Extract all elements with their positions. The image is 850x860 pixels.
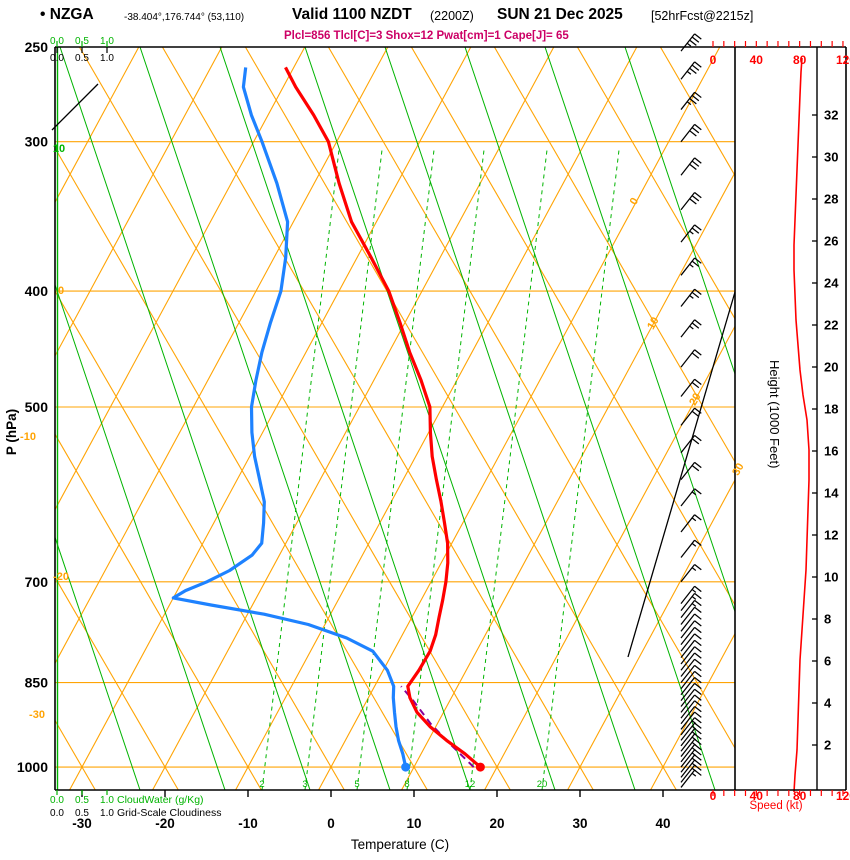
valid-time: Valid 1100 NZDT [292,6,412,23]
svg-text:6: 6 [824,654,831,669]
svg-text:0.5: 0.5 [75,808,89,819]
svg-text:12: 12 [465,779,476,790]
svg-text:30: 30 [824,150,838,165]
in-plot-grid-labels: 10 0 -10 -20 -30 0 10 20 30 2 3 5 8 12 20 [20,143,747,790]
svg-text:-20: -20 [155,816,175,831]
svg-text:2: 2 [824,738,831,753]
station-coords: -38.404°,176.744° (53,110) [124,12,245,23]
svg-text:2: 2 [259,779,264,790]
speed-profile-line [627,291,736,658]
svg-text:250: 250 [25,39,49,55]
svg-text:80: 80 [793,789,807,803]
svg-text:0: 0 [628,196,641,207]
svg-text:0.0: 0.0 [50,53,64,64]
forecast-info: [52hrFcst@2215z] [651,9,754,23]
temperature-curve [284,66,482,769]
svg-text:0.0: 0.0 [50,36,64,47]
cloudwater-axis-label: CloudWater (g/Kg) [117,794,204,806]
svg-text:0: 0 [710,53,717,67]
svg-text:30: 30 [572,816,587,831]
svg-text:20: 20 [489,816,504,831]
svg-text:26: 26 [824,234,838,249]
station-name: NZGA [49,6,94,23]
svg-text:700: 700 [25,574,49,590]
svg-text:4: 4 [824,696,832,711]
wind-barb-column [680,33,702,788]
svg-text:0: 0 [327,816,335,831]
svg-text:-10: -10 [20,431,36,443]
speed-axis-label: Speed (kt) [749,800,802,812]
sounding-curves [171,66,485,772]
svg-text:18: 18 [824,402,838,417]
svg-text:-30: -30 [72,816,92,831]
svg-text:20: 20 [537,779,548,790]
svg-text:0: 0 [58,285,64,297]
svg-text:0.5: 0.5 [75,795,89,806]
svg-text:20: 20 [824,360,838,375]
svg-text:80: 80 [793,53,807,67]
svg-text:1.0: 1.0 [100,795,114,806]
svg-text:28: 28 [824,192,838,207]
svg-text:3: 3 [302,779,307,790]
svg-text:40: 40 [750,53,764,67]
profile-extras [51,83,736,658]
svg-text:-20: -20 [53,571,69,583]
pressure-axis-label: P (hPa) [4,409,19,455]
svg-text:0.5: 0.5 [75,53,89,64]
valid-utc: (2200Z) [430,9,474,23]
svg-text:1.0: 1.0 [100,808,114,819]
dewpoint-curve [171,67,408,768]
svg-text:1.0: 1.0 [100,36,114,47]
svg-text:10: 10 [645,315,662,332]
svg-text:300: 300 [25,134,49,150]
svg-text:16: 16 [824,444,838,459]
svg-text:8: 8 [824,612,831,627]
svg-text:400: 400 [25,283,49,299]
surface-dewpoint-dot [401,762,411,772]
station-title: • NZGA [40,6,94,24]
svg-text:22: 22 [824,318,838,333]
station-bullet-icon: • [40,6,46,23]
svg-text:120: 120 [836,53,850,67]
svg-text:0.0: 0.0 [50,808,64,819]
svg-text:850: 850 [25,675,49,691]
svg-text:12: 12 [824,528,838,543]
background-grid [55,47,735,790]
cloudiness-profile-line [51,83,99,131]
svg-text:-30: -30 [29,709,45,721]
svg-text:32: 32 [824,108,838,123]
svg-text:24: 24 [824,276,839,291]
svg-text:1000: 1000 [17,759,48,775]
svg-text:0.5: 0.5 [75,36,89,47]
height-curve [793,57,810,793]
cloudiness-axis-label: Grid-Scale Cloudiness [117,807,221,819]
svg-text:120: 120 [836,789,850,803]
svg-text:5: 5 [354,779,359,790]
valid-date: SUN 21 Dec 2025 [497,6,623,23]
temperature-axis-label: Temperature (C) [351,837,449,852]
svg-text:40: 40 [655,816,670,831]
svg-text:10: 10 [406,816,421,831]
height-panel [793,47,818,793]
svg-text:0.0: 0.0 [50,795,64,806]
svg-text:30: 30 [730,461,747,478]
svg-text:500: 500 [25,399,49,415]
svg-text:-10: -10 [238,816,258,831]
stability-indices: Plcl=856 Tlcl[C]=3 Shox=12 Pwat[cm]=1 Ca… [284,30,569,42]
height-axis-label: Height (1000 Feet) [767,360,782,468]
svg-text:0: 0 [710,789,717,803]
svg-text:10: 10 [53,143,65,155]
svg-text:10: 10 [824,570,838,585]
svg-text:8: 8 [404,779,409,790]
plot-frame [54,46,847,791]
svg-text:40: 40 [750,789,764,803]
svg-text:14: 14 [824,486,839,501]
svg-text:1.0: 1.0 [100,53,114,64]
surface-temp-dot [475,762,485,772]
svg-text:20: 20 [687,391,704,408]
